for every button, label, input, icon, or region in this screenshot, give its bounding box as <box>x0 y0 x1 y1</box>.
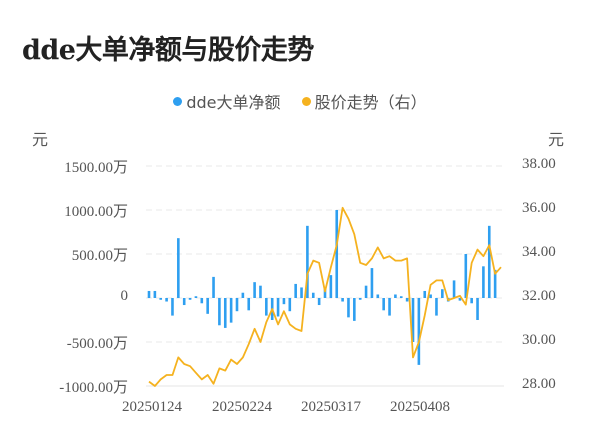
bar[interactable] <box>394 294 397 298</box>
bar[interactable] <box>235 298 239 312</box>
left-tick: 0 <box>120 288 129 304</box>
bar[interactable] <box>247 298 251 311</box>
left-tick: -500.00万 <box>66 336 128 352</box>
x-tick: 20250224 <box>212 399 272 415</box>
bar[interactable] <box>212 276 215 298</box>
left-tick: 1500.00万 <box>64 160 128 176</box>
bar[interactable] <box>153 290 157 298</box>
legend-label: dde大单净额 <box>186 93 281 112</box>
bar[interactable] <box>165 298 168 302</box>
bar[interactable] <box>353 298 356 321</box>
bar[interactable] <box>200 298 204 304</box>
bar[interactable] <box>259 285 262 298</box>
bar[interactable] <box>429 294 432 298</box>
legend-label: 股价走势（右） <box>314 93 427 112</box>
bar[interactable] <box>276 298 280 317</box>
bar[interactable] <box>265 298 268 316</box>
bar[interactable] <box>458 298 462 301</box>
bar[interactable] <box>241 292 245 298</box>
right-tick: 34.00 <box>522 244 556 260</box>
bar[interactable] <box>147 290 151 298</box>
bar[interactable] <box>306 225 309 298</box>
bar[interactable] <box>253 282 256 298</box>
bar[interactable] <box>399 296 403 298</box>
bar[interactable] <box>364 285 368 298</box>
bar[interactable] <box>171 298 174 316</box>
bar[interactable] <box>417 298 421 365</box>
right-axis-unit: 元 <box>548 130 565 149</box>
left-tick: -1000.00万 <box>59 380 128 396</box>
bar[interactable] <box>464 254 468 298</box>
legend: dde大单净额 股价走势（右） <box>0 89 600 113</box>
bar[interactable] <box>452 280 456 298</box>
chart-title: dde大单净额与股价走势 <box>22 35 314 66</box>
bar[interactable] <box>435 298 438 316</box>
bar[interactable] <box>335 210 339 298</box>
bar[interactable] <box>423 290 427 298</box>
bar[interactable] <box>323 289 327 298</box>
legend-item-dde[interactable]: dde大单净额 <box>173 89 281 113</box>
bar[interactable] <box>382 298 385 311</box>
right-tick: 38.00 <box>522 156 556 172</box>
bar[interactable] <box>229 298 233 323</box>
right-tick: 28.00 <box>522 376 556 392</box>
bar[interactable] <box>411 298 415 342</box>
bar[interactable] <box>311 292 315 298</box>
bar[interactable] <box>376 294 380 298</box>
bar[interactable] <box>317 298 321 306</box>
right-tick: 36.00 <box>522 200 556 216</box>
bar[interactable] <box>441 289 444 298</box>
bar[interactable] <box>476 298 479 320</box>
price-line[interactable] <box>148 206 502 387</box>
legend-dot-icon <box>173 97 183 106</box>
left-tick: 500.00万 <box>71 248 128 264</box>
bar[interactable] <box>329 275 333 298</box>
right-tick: 30.00 <box>522 332 556 348</box>
x-tick: 20250317 <box>301 399 361 415</box>
right-tick: 32.00 <box>522 288 556 304</box>
bar[interactable] <box>182 298 186 306</box>
bar[interactable] <box>405 298 409 302</box>
x-tick: 20250408 <box>390 399 450 415</box>
legend-item-price[interactable]: 股价走势（右） <box>301 89 427 113</box>
x-tick: 20250124 <box>122 399 182 415</box>
bar[interactable] <box>159 298 163 300</box>
bar[interactable] <box>288 298 292 312</box>
bar[interactable] <box>177 238 180 298</box>
bar[interactable] <box>194 296 198 298</box>
left-tick: 1000.00万 <box>64 204 128 220</box>
bar[interactable] <box>347 298 350 318</box>
bar[interactable] <box>218 298 221 326</box>
bar[interactable] <box>300 287 303 298</box>
bar[interactable] <box>358 298 362 300</box>
bar[interactable] <box>294 283 297 298</box>
bar[interactable] <box>388 298 391 316</box>
bar[interactable] <box>282 298 286 305</box>
bar[interactable] <box>487 225 491 298</box>
bar[interactable] <box>223 298 227 328</box>
bar[interactable] <box>206 298 209 314</box>
bar[interactable] <box>482 266 485 298</box>
left-axis-unit: 元 <box>32 130 49 149</box>
bar[interactable] <box>188 298 192 300</box>
bar[interactable] <box>470 298 473 304</box>
bar[interactable] <box>370 268 374 298</box>
legend-dot-icon <box>301 97 311 106</box>
bar[interactable] <box>341 298 344 302</box>
bar[interactable] <box>493 269 497 298</box>
